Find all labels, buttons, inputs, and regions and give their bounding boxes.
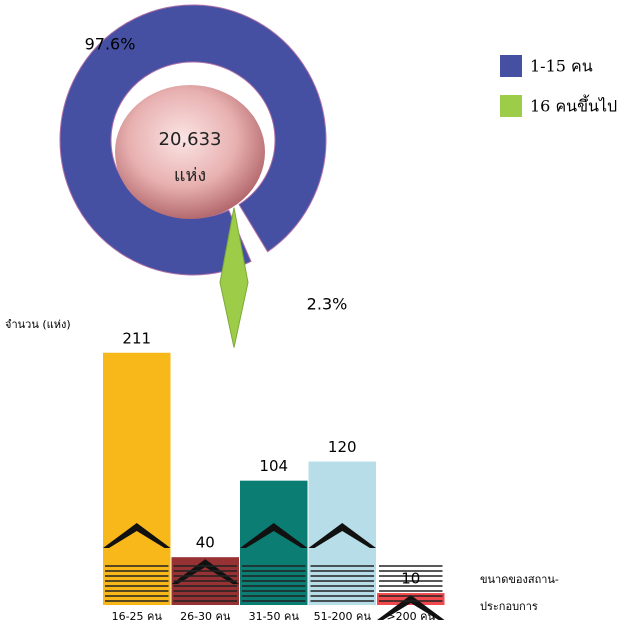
value-label: 120 [328, 438, 357, 456]
value-label: 10 [401, 570, 420, 588]
center-value: 20,633 [159, 129, 222, 150]
slice-label: 2.3% [307, 295, 348, 314]
slice-label: 97.6% [85, 35, 136, 54]
center-unit: แห่ง [174, 165, 206, 186]
value-label: 104 [259, 457, 288, 475]
legend-label: 1-15 คน [530, 57, 593, 76]
donut-center [115, 85, 265, 219]
x-tick-label: 51-200 คน [314, 610, 372, 623]
x-tick-label: >200 คน [386, 610, 435, 623]
x-tick-label: 31-50 คน [249, 610, 300, 623]
legend-label: 16 คนขึ้นไป [530, 95, 617, 116]
page: 20,633 แห่ง 97.6% 2.3% 1-15 คน 16 คนขึ้นไปจำน… [0, 0, 641, 625]
y-axis-label: จำนวน (แห่ง) [5, 318, 71, 331]
legend-swatch [500, 95, 522, 117]
value-label: 40 [196, 534, 215, 552]
value-label: 211 [122, 329, 151, 347]
bar [309, 462, 377, 605]
legend-swatch [500, 55, 522, 77]
x-axis-label: ประกอบการ [480, 600, 538, 613]
x-axis-label: ขนาดของสถาน- [480, 573, 559, 586]
bar [103, 353, 171, 605]
x-tick-label: 16-25 คน [112, 610, 163, 623]
x-tick-label: 26-30 คน [180, 610, 231, 623]
